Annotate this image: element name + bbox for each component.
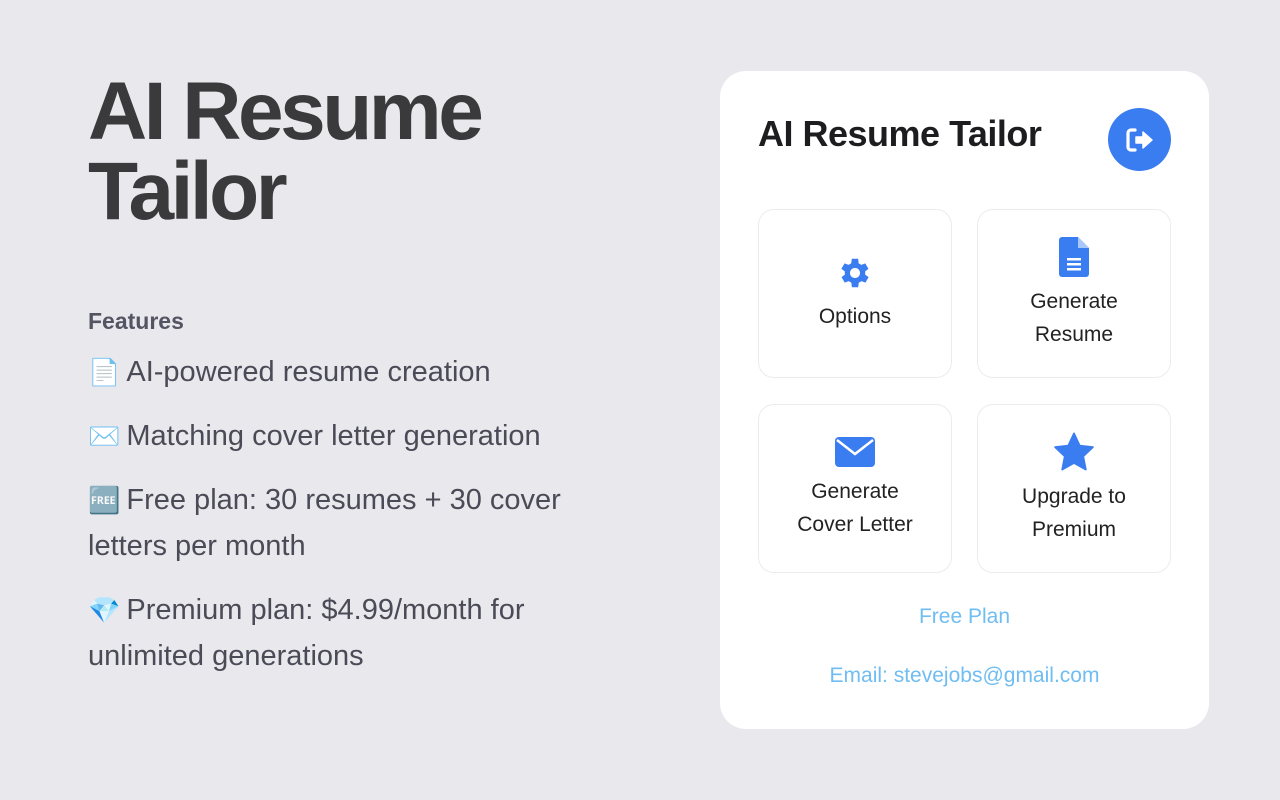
generate-cover-letter-button[interactable]: Generate Cover Letter bbox=[758, 404, 952, 573]
envelope-icon bbox=[835, 436, 875, 467]
extension-popup: AI Resume Tailor Options Generate Resume… bbox=[720, 71, 1209, 729]
feature-item: ✉️ Matching cover letter generation bbox=[88, 413, 628, 459]
feature-item: 🆓 Free plan: 30 resumes + 30 cover letter… bbox=[88, 477, 628, 569]
upgrade-premium-button[interactable]: Upgrade to Premium bbox=[977, 404, 1171, 573]
user-email: Email: stevejobs@gmail.com bbox=[829, 664, 1100, 687]
hero-title: AI Resume Tailor bbox=[88, 66, 484, 237]
features-section: Features 📄 AI-powered resume creation ✉️ M… bbox=[88, 308, 628, 697]
popup-title: AI Resume Tailor bbox=[758, 113, 1042, 154]
hero: AI Resume Tailor bbox=[88, 66, 648, 237]
options-label: Options bbox=[818, 305, 892, 328]
feature-text: AI-powered resume creation bbox=[126, 356, 491, 388]
document-emoji-icon: 📄 bbox=[88, 357, 121, 387]
free-emoji-icon: 🆓 bbox=[88, 485, 121, 515]
feature-text: Matching cover letter generation bbox=[126, 420, 541, 452]
feature-item: 📄 AI-powered resume creation bbox=[88, 349, 628, 395]
generate-cover-letter-label: Generate Cover Letter bbox=[797, 479, 913, 536]
generate-resume-button[interactable]: Generate Resume bbox=[977, 209, 1171, 378]
plan-status: Free Plan bbox=[918, 605, 1011, 628]
sign-out-icon bbox=[1125, 127, 1153, 152]
features-heading: Features bbox=[88, 308, 184, 334]
feature-text: Free plan: 30 resumes + 30 cover letters… bbox=[88, 484, 561, 562]
gear-icon bbox=[841, 258, 869, 288]
action-grid: Options Generate Resume Generate Cover L… bbox=[758, 209, 1171, 573]
feature-text: Premium plan: $4.99/month for unlimited … bbox=[88, 594, 525, 672]
options-button[interactable]: Options bbox=[758, 209, 952, 378]
star-icon bbox=[1054, 432, 1094, 470]
feature-item: 💎 Premium plan: $4.99/month for unlimited… bbox=[88, 587, 628, 679]
gem-emoji-icon: 💎 bbox=[88, 595, 121, 625]
envelope-emoji-icon: ✉️ bbox=[88, 421, 121, 451]
generate-resume-label: Generate Resume bbox=[1030, 289, 1118, 346]
upgrade-premium-label: Upgrade to Premium bbox=[1022, 484, 1126, 541]
logout-button[interactable] bbox=[1108, 108, 1171, 171]
document-icon bbox=[1059, 236, 1089, 277]
